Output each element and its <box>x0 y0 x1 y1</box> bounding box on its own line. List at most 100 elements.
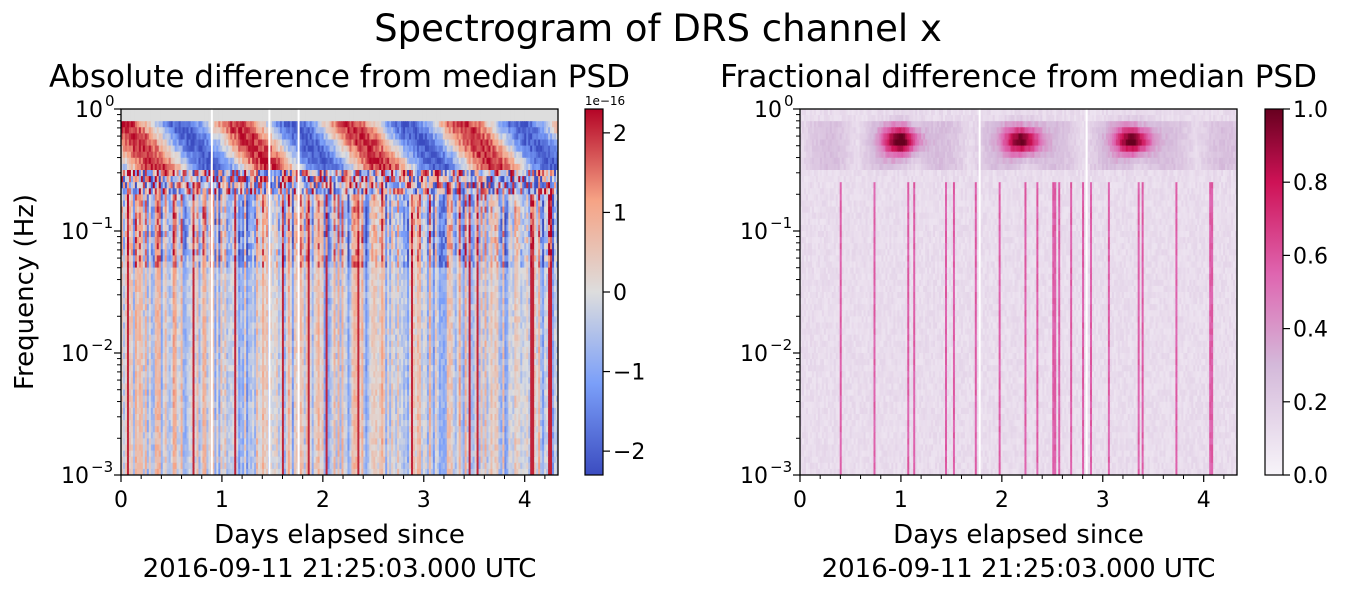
heatmap-cell <box>464 115 468 122</box>
heatmap-cell <box>224 109 227 116</box>
heatmap-cell <box>166 176 170 183</box>
heatmap-cell <box>534 109 537 116</box>
heatmap-cell <box>204 163 208 171</box>
heatmap-cell <box>341 109 345 116</box>
heatmap-cell <box>428 151 432 159</box>
heatmap-cell <box>532 151 535 159</box>
heatmap-cell <box>279 163 283 171</box>
heatmap-cell <box>134 170 138 177</box>
heatmap-cell <box>420 163 424 171</box>
heatmap-cell <box>172 121 176 128</box>
heatmap-cell <box>150 139 154 147</box>
heatmap-cell <box>514 109 517 116</box>
heatmap-cell <box>436 109 440 116</box>
heatmap-cell <box>321 170 325 177</box>
heatmap-cell <box>436 115 440 122</box>
heatmap-cell <box>367 145 370 153</box>
heatmap-cell <box>448 157 452 165</box>
heatmap-cell <box>357 145 360 153</box>
heatmap-cell <box>440 115 444 122</box>
heatmap-cell <box>420 121 424 128</box>
heatmap-cell <box>365 157 368 165</box>
heatmap-cell <box>430 115 434 122</box>
heatmap-cell <box>536 121 539 128</box>
heatmap-cell <box>232 133 235 141</box>
heatmap-cell <box>518 127 521 134</box>
heatmap-cell <box>236 170 239 177</box>
heatmap-cell <box>496 139 500 147</box>
heatmap-cell <box>289 115 293 122</box>
heatmap-cell <box>409 176 412 183</box>
heatmap-cell <box>337 145 341 153</box>
heatmap-cell <box>124 176 128 183</box>
heatmap-cell <box>446 115 450 122</box>
heatmap-cell <box>134 157 138 165</box>
heatmap-cell <box>130 151 134 159</box>
heatmap-cell <box>502 139 505 147</box>
heatmap-cell <box>184 127 188 134</box>
heatmap-cell <box>504 109 507 116</box>
heatmap-cell <box>252 157 255 165</box>
heatmap-cell <box>482 115 486 122</box>
heatmap-cell <box>430 133 434 141</box>
heatmap-cell <box>494 151 498 159</box>
heatmap-cell <box>458 133 462 141</box>
heatmap-cell <box>504 151 507 159</box>
heatmap-cell <box>192 176 196 183</box>
heatmap-cell <box>349 109 353 116</box>
heatmap-cell <box>540 139 543 147</box>
heatmap-cell <box>500 157 503 165</box>
heatmap-cell <box>383 133 386 141</box>
heatmap-cell <box>323 133 327 141</box>
heatmap-cell <box>152 133 156 141</box>
heatmap-cell <box>224 115 227 122</box>
heatmap-cell <box>279 121 283 128</box>
heatmap-cell <box>413 133 416 141</box>
heatmap-cell <box>323 170 327 177</box>
heatmap-cell <box>512 115 515 122</box>
heatmap-cell <box>313 163 317 171</box>
heatmap-cell <box>148 115 152 122</box>
heatmap-cell <box>530 145 533 153</box>
heatmap-cell <box>341 163 345 171</box>
heatmap-cell <box>248 163 251 171</box>
heatmap-cell <box>391 170 394 177</box>
heatmap-cell <box>373 176 376 183</box>
heatmap-cell <box>448 121 452 128</box>
heatmap-cell <box>466 139 470 147</box>
heatmap-cell <box>283 145 287 153</box>
heatmap-cell <box>548 133 551 141</box>
heatmap-cell <box>544 176 547 183</box>
heatmap-cell <box>238 151 241 159</box>
heatmap-cell <box>277 163 281 171</box>
heatmap-cell <box>490 176 494 183</box>
heatmap-cell <box>434 139 438 147</box>
heatmap-cell <box>397 133 400 141</box>
heatmap-cell <box>422 133 426 141</box>
heatmap-cell <box>180 127 184 134</box>
heatmap-cell <box>452 127 456 134</box>
heatmap-cell <box>313 145 317 153</box>
heatmap-cell <box>327 133 331 141</box>
heatmap-cell <box>405 127 408 134</box>
heatmap-cell <box>140 121 144 128</box>
heatmap-cell <box>526 133 529 141</box>
heatmap-cell <box>200 151 204 159</box>
heatmap-cell <box>170 115 174 122</box>
heatmap-cell <box>256 115 259 122</box>
heatmap-cell <box>138 145 142 153</box>
heatmap-cell <box>170 157 174 165</box>
heatmap-cell <box>216 127 219 134</box>
heatmap-cell <box>299 109 303 116</box>
heatmap-cell <box>222 145 225 153</box>
heatmap-cell <box>250 157 253 165</box>
heatmap-cell <box>371 157 374 165</box>
heatmap-cell <box>164 176 168 183</box>
heatmap-cell <box>291 176 295 183</box>
heatmap-cell <box>460 109 464 116</box>
heatmap-cell <box>452 151 456 159</box>
heatmap-cell <box>256 163 259 171</box>
heatmap-cell <box>556 176 558 183</box>
heatmap-cell <box>234 139 237 147</box>
heatmap-cell <box>363 163 366 171</box>
